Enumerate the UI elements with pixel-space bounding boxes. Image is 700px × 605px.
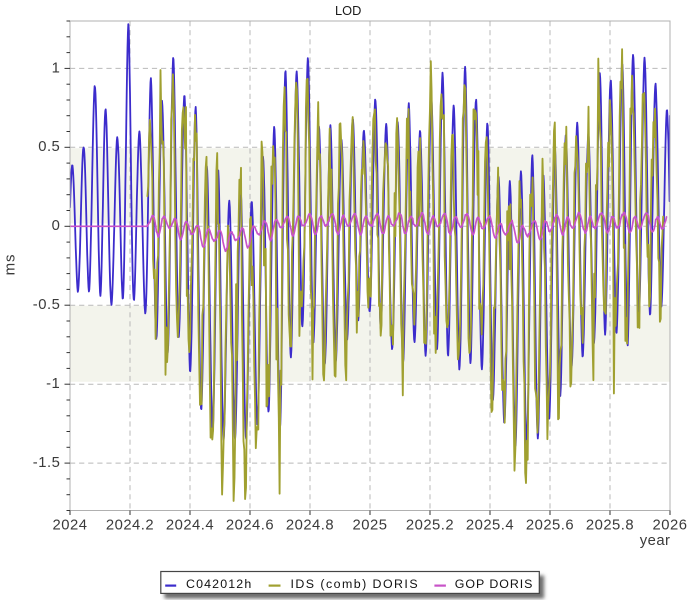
svg-text:2024.8: 2024.8 [286, 518, 334, 534]
svg-text:2024.2: 2024.2 [106, 518, 154, 534]
svg-text:1: 1 [52, 60, 61, 76]
svg-text:2025.8: 2025.8 [586, 518, 634, 534]
svg-text:2025.2: 2025.2 [406, 518, 454, 534]
svg-text:2024.6: 2024.6 [226, 518, 274, 534]
svg-text:IDS (comb) DORIS: IDS (comb) DORIS [291, 577, 420, 591]
svg-text:2025.4: 2025.4 [466, 518, 514, 534]
svg-text:-1: -1 [46, 376, 60, 392]
svg-text:LOD: LOD [335, 3, 361, 18]
svg-text:year: year [640, 533, 671, 549]
svg-text:C042012h: C042012h [186, 577, 252, 591]
svg-text:2025: 2025 [353, 518, 388, 534]
svg-text:0: 0 [52, 218, 61, 234]
svg-text:2024.4: 2024.4 [166, 518, 214, 534]
svg-text:2026: 2026 [653, 518, 688, 534]
svg-text:0.5: 0.5 [38, 139, 60, 155]
svg-text:GOP DORIS: GOP DORIS [455, 577, 534, 591]
svg-text:2024: 2024 [53, 518, 88, 534]
svg-text:ms: ms [2, 254, 19, 276]
svg-text:-1.5: -1.5 [33, 455, 61, 471]
svg-text:2025.6: 2025.6 [526, 518, 574, 534]
svg-text:-0.5: -0.5 [33, 297, 61, 313]
